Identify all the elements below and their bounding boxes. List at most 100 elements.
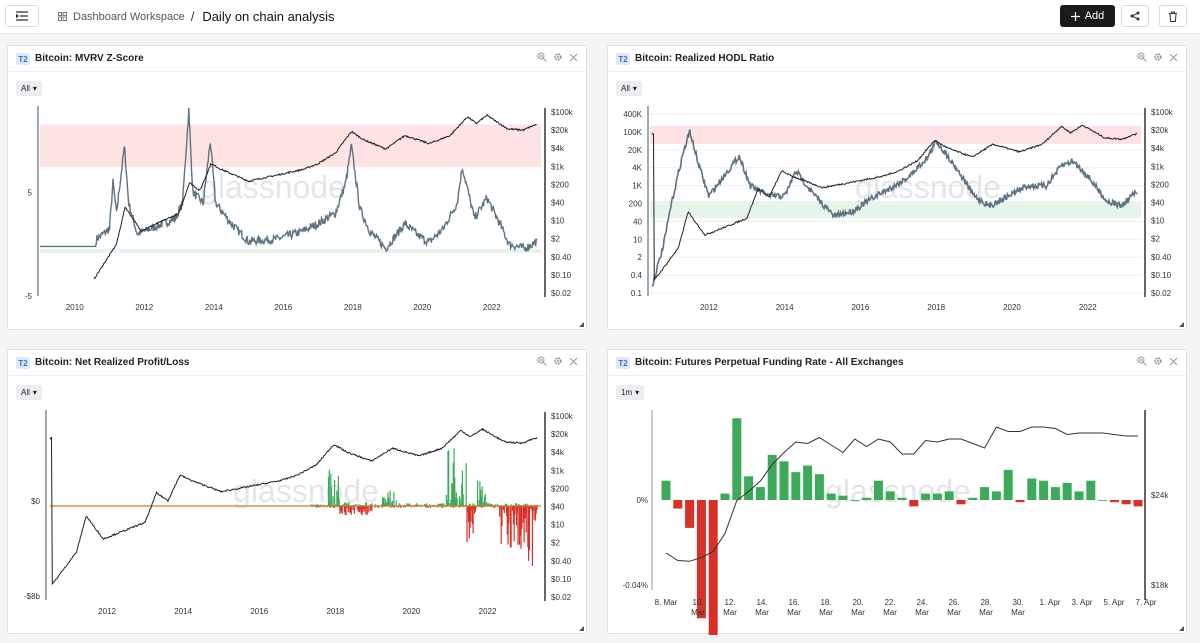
left-axis-tick: $0 xyxy=(31,497,40,506)
right-axis-tick: $40 xyxy=(551,199,565,208)
chart-nrpl: $0 -$8b glassnode $100k $20k $4k $1k $200 $40 $10… xyxy=(24,410,574,616)
close-icon[interactable] xyxy=(569,53,578,62)
funding-rate-bar xyxy=(956,500,966,505)
funding-rate-bar xyxy=(838,495,848,500)
funding-rate-bar xyxy=(897,497,907,500)
panel-title: Bitcoin: Futures Perpetual Funding Rate … xyxy=(635,357,904,368)
menu-collapse-icon xyxy=(16,11,28,21)
x-axis-tick: Mar xyxy=(691,608,705,617)
close-icon[interactable] xyxy=(569,357,578,366)
watermark: glassnode xyxy=(233,473,379,509)
resize-handle[interactable] xyxy=(579,626,584,631)
gear-icon[interactable] xyxy=(1153,356,1163,366)
x-axis-tick: 2016 xyxy=(250,607,268,616)
resize-handle[interactable] xyxy=(1179,322,1184,327)
panel-mvrv-z-score: T2 Bitcoin: MVRV Z-Score All ▾ 5 -5 glassno… xyxy=(7,45,587,330)
funding-rate-bar xyxy=(1003,469,1013,500)
share-icon xyxy=(1130,11,1140,21)
left-axis-tick: 100K xyxy=(623,128,642,137)
zoom-icon[interactable] xyxy=(1137,356,1147,366)
page-title: Daily on chain analysis xyxy=(202,9,335,24)
funding-rate-bar xyxy=(708,500,718,635)
funding-rate-bar xyxy=(791,472,801,500)
right-axis-tick: $10 xyxy=(551,217,565,226)
resize-handle[interactable] xyxy=(579,322,584,327)
panel-header: T2 Bitcoin: Futures Perpetual Funding Ra… xyxy=(608,350,1186,376)
panel-header: T2 Bitcoin: MVRV Z-Score xyxy=(8,46,586,72)
gear-icon[interactable] xyxy=(553,52,563,62)
right-axis-tick: $2 xyxy=(551,235,560,244)
funding-rate-bar xyxy=(944,491,954,500)
funding-rate-bar xyxy=(1015,500,1025,503)
left-axis-tick: 0.4 xyxy=(631,271,643,280)
delete-button[interactable] xyxy=(1159,5,1187,27)
x-axis-tick: 2018 xyxy=(927,303,945,312)
x-axis-tick: 2020 xyxy=(413,303,431,312)
x-axis-tick: Mar xyxy=(883,608,897,617)
close-icon[interactable] xyxy=(1169,53,1178,62)
x-axis-tick: 2014 xyxy=(776,303,794,312)
left-axis-tick: 2 xyxy=(638,253,643,262)
right-axis-tick: $0.40 xyxy=(551,557,572,566)
panel-title: Bitcoin: Realized HODL Ratio xyxy=(635,53,775,64)
x-axis-tick: 8. Mar xyxy=(655,598,678,607)
x-axis-tick: 26. xyxy=(948,598,959,607)
left-axis-tick: -0.04% xyxy=(623,581,648,590)
range-selector[interactable]: All ▾ xyxy=(616,81,642,96)
gear-icon[interactable] xyxy=(553,356,563,366)
x-axis-tick: 2022 xyxy=(483,303,501,312)
tier-badge: T2 xyxy=(616,357,630,369)
price-line xyxy=(665,426,1138,562)
funding-rate-bar xyxy=(661,480,671,500)
panel-header: T2 Bitcoin: Net Realized Profit/Loss xyxy=(8,350,586,376)
range-selector[interactable]: All ▾ xyxy=(16,81,42,96)
zoom-icon[interactable] xyxy=(537,356,547,366)
range-label: All xyxy=(621,84,630,93)
right-axis-tick: $200 xyxy=(551,484,569,493)
tier-badge: T2 xyxy=(16,53,30,65)
x-axis-tick: Mar xyxy=(947,608,961,617)
share-button[interactable] xyxy=(1121,5,1149,27)
x-axis-tick: 2018 xyxy=(344,303,362,312)
x-axis-tick: Mar xyxy=(755,608,769,617)
add-button[interactable]: Add xyxy=(1060,5,1115,27)
x-axis-tick: Mar xyxy=(979,608,993,617)
left-axis-tick: 0% xyxy=(636,496,648,505)
resize-handle[interactable] xyxy=(1179,626,1184,631)
funding-rate-bar xyxy=(696,500,706,619)
x-axis-tick: 5. Apr xyxy=(1104,598,1125,607)
funding-rate-bar xyxy=(803,465,813,500)
range-selector[interactable]: All ▾ xyxy=(16,385,42,400)
right-axis-tick: $1k xyxy=(1151,162,1165,171)
right-axis-tick: $10 xyxy=(551,521,565,530)
caret-down-icon: ▾ xyxy=(32,388,37,397)
breadcrumb-root[interactable]: Dashboard Workspace xyxy=(73,10,185,23)
funding-rate-bar xyxy=(968,497,978,500)
close-icon[interactable] xyxy=(1169,357,1178,366)
chart-hodl: 400K100K20K4K1K200401020.40.1glassnode$1… xyxy=(623,106,1174,312)
watermark: glassnode xyxy=(200,169,346,205)
right-axis-tick: $100k xyxy=(551,412,574,421)
right-axis-tick: $100k xyxy=(551,108,574,117)
x-axis-tick: 22. xyxy=(884,598,895,607)
lower-band xyxy=(650,201,1141,218)
tier-badge: T2 xyxy=(16,357,30,369)
right-axis-tick: $100k xyxy=(1151,108,1174,117)
zoom-icon[interactable] xyxy=(537,52,547,62)
zoom-icon[interactable] xyxy=(1137,52,1147,62)
funding-rate-bar xyxy=(991,491,1001,500)
menu-toggle-button[interactable] xyxy=(5,5,39,27)
range-selector[interactable]: 1m ▾ xyxy=(616,385,645,400)
trash-icon xyxy=(1169,11,1177,22)
right-axis-tick: $0.02 xyxy=(551,593,572,602)
gear-icon[interactable] xyxy=(1153,52,1163,62)
caret-down-icon: ▾ xyxy=(32,84,37,93)
right-axis-tick: $2 xyxy=(551,539,560,548)
funding-rate-bar xyxy=(1062,482,1072,500)
right-axis-tick: $0.02 xyxy=(1151,289,1172,298)
lower-band xyxy=(40,248,541,253)
left-axis-tick: -5 xyxy=(25,292,33,301)
x-axis-tick: 20. xyxy=(852,598,863,607)
funding-rate-bar xyxy=(1050,487,1060,500)
